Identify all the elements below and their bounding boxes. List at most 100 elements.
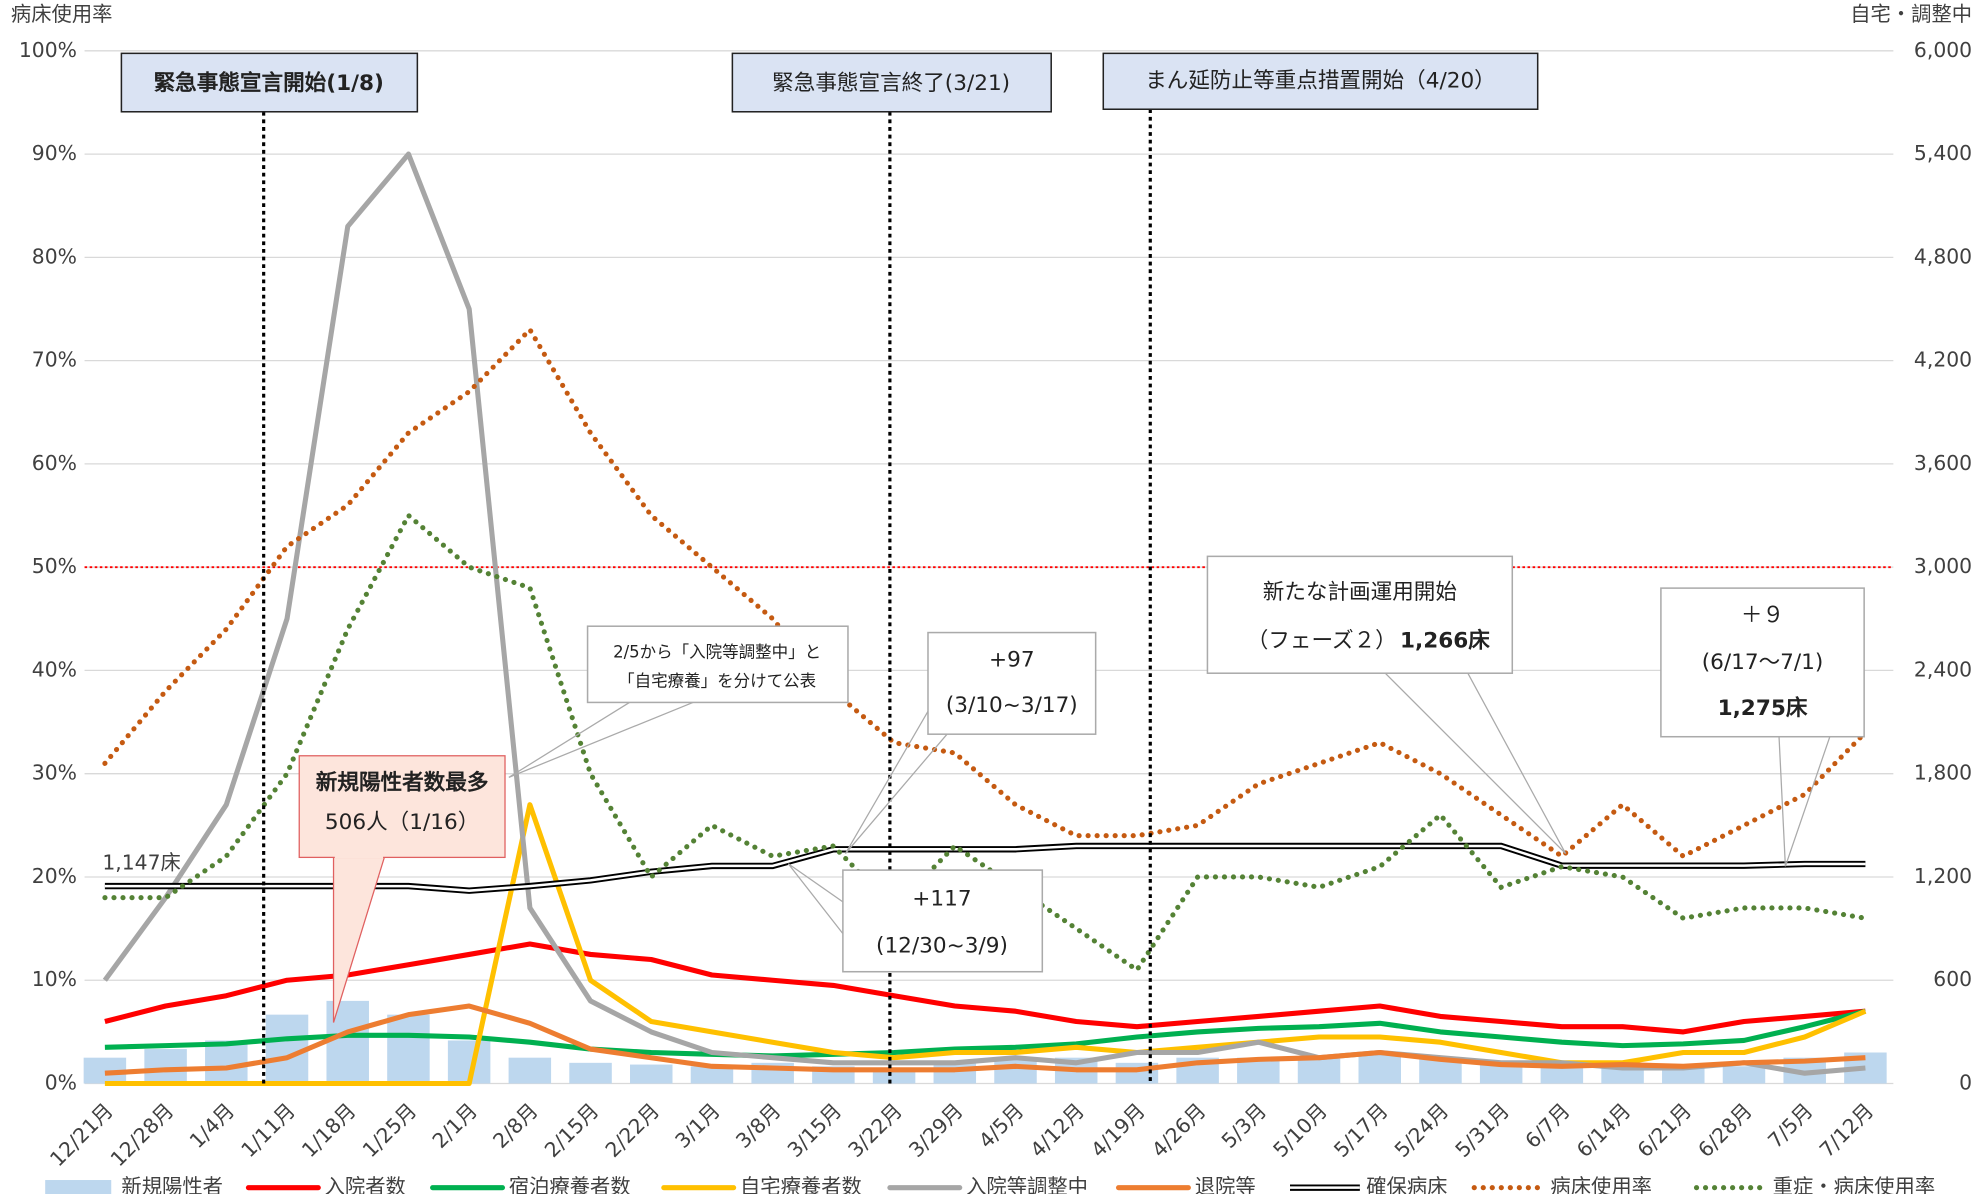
y2-tick-label: 1,800	[1914, 761, 1972, 785]
x-tick-label: 2/1月	[428, 1098, 482, 1152]
x-tick-label: 4/26月	[1147, 1098, 1211, 1162]
x-tick-label: 3/1月	[670, 1098, 724, 1152]
annotations: 病床使用率 自宅・調整中 緊急事態宣言開始(1/8) 緊急事態宣言終了(3/21…	[11, 2, 1972, 1084]
y2-tick-label: 6,000	[1914, 38, 1972, 62]
y-tick-label: 0%	[45, 1070, 77, 1094]
bar	[1601, 1066, 1644, 1084]
callout-box	[586, 625, 849, 704]
y2-tick-label: 4,200	[1914, 348, 1972, 372]
x-tick-label: 6/21月	[1633, 1098, 1697, 1162]
legend-label: 自宅療養者数	[740, 1175, 862, 1194]
x-tick-label: 3/8月	[731, 1098, 785, 1152]
callout-text: 新規陽性者数最多	[316, 770, 489, 796]
callout-text: (3/10~3/17)	[946, 693, 1078, 718]
callout-text: ＋９	[1741, 603, 1784, 628]
callout-box	[298, 755, 506, 859]
y-tick-label: 40%	[32, 657, 77, 681]
x-tick-label: 5/10月	[1268, 1098, 1332, 1162]
callout-pointer	[787, 863, 844, 934]
x-tick-label: 7/12月	[1815, 1098, 1879, 1162]
bar	[1479, 1062, 1523, 1084]
bar	[569, 1062, 612, 1084]
legend-label: 重症・病床使用率	[1773, 1175, 1936, 1194]
x-tick-label: 4/12月	[1025, 1098, 1089, 1162]
x-tick-label: 5/17月	[1329, 1098, 1393, 1162]
bar	[1662, 1068, 1705, 1084]
callout-text: (6/17～7/1)	[1702, 650, 1824, 675]
y2-tick-label: 5,400	[1914, 141, 1972, 165]
callout-text: 2/5から「入院等調整中」と	[613, 642, 821, 661]
bar	[933, 1062, 977, 1084]
line-inner	[104, 844, 1866, 892]
y-tick-label: 80%	[32, 244, 77, 268]
y-tick-label: 60%	[32, 451, 77, 475]
x-tick-label: 4/19月	[1086, 1098, 1150, 1162]
x-tick-label: 2/15月	[540, 1098, 604, 1162]
y-tick-label: 90%	[32, 141, 77, 165]
bar	[1540, 1066, 1584, 1084]
callout-box	[1660, 587, 1865, 738]
x-tick-label: 1/18月	[297, 1098, 361, 1162]
y-tick-label: 20%	[32, 864, 77, 888]
x-tick-label: 1/4月	[185, 1098, 239, 1152]
legend-label: 新規陽性者	[121, 1175, 223, 1194]
callout-text: 新たな計画運用開始	[1263, 580, 1457, 605]
x-tick-label: 1/25月	[358, 1098, 422, 1162]
beds-label: 1,147床	[102, 851, 180, 875]
y-tick-label: 100%	[19, 38, 77, 62]
x-tick-label: 6/14月	[1572, 1098, 1636, 1162]
line	[102, 511, 1868, 974]
bar	[1722, 1066, 1766, 1084]
callout-text: (12/30~3/9)	[876, 933, 1008, 958]
callout-pointer	[844, 711, 948, 854]
callout-pointer	[332, 856, 386, 1023]
callout-box	[842, 869, 1044, 973]
event-box	[731, 52, 1052, 113]
x-tick-label: 3/29月	[904, 1098, 968, 1162]
event-label: 緊急事態宣言開始(1/8)	[154, 70, 384, 96]
legend-label: 入院等調整中	[966, 1175, 1088, 1194]
legend-label: 宿泊療養者数	[509, 1175, 631, 1194]
callout-box	[927, 631, 1097, 735]
x-tick-label: 4/5月	[974, 1098, 1028, 1152]
y2-axis-label: 自宅・調整中	[1850, 2, 1972, 26]
legend-label: 病床使用率	[1550, 1175, 1652, 1194]
callout-pointer	[1384, 672, 1567, 855]
bar	[1358, 1054, 1401, 1084]
x-tick-label: 3/15月	[783, 1098, 847, 1162]
event-box	[1102, 52, 1539, 111]
bar	[326, 1000, 369, 1084]
x-tick-label: 3/22月	[843, 1098, 907, 1162]
bar	[205, 1040, 248, 1084]
legend-swatch	[45, 1180, 112, 1194]
legend-label: 入院者数	[325, 1175, 406, 1194]
event-label: まん延防止等重点措置開始（4/20）	[1145, 68, 1496, 93]
event-label: 緊急事態宣言終了(3/21)	[772, 71, 1010, 96]
bar	[630, 1064, 673, 1084]
line	[104, 1008, 1867, 1059]
line	[104, 1003, 1866, 1076]
x-tick-label: 12/21月	[45, 1098, 118, 1171]
y2-tick-label: 2,400	[1914, 657, 1972, 681]
bar	[508, 1057, 552, 1084]
y2-tick-label: 1,200	[1914, 864, 1972, 888]
y2-tick-label: 600	[1933, 967, 1972, 991]
callout-text: 「自宅療養」を分けて公表	[618, 672, 816, 691]
x-tick-label: 7/5月	[1763, 1098, 1817, 1152]
y2-tick-label: 4,800	[1914, 244, 1972, 268]
x-tick-label: 6/28月	[1693, 1098, 1757, 1162]
y2-tick-label: 0	[1959, 1070, 1972, 1094]
x-tick-label: 2/8月	[488, 1098, 542, 1152]
callout-pointer	[508, 701, 694, 778]
x-tick-label: 5/31月	[1450, 1098, 1514, 1162]
callout-text: +97	[989, 648, 1035, 673]
bar	[994, 1057, 1037, 1084]
bar	[144, 1049, 187, 1084]
y-tick-label: 70%	[32, 348, 77, 372]
legend-label: 退院等	[1195, 1175, 1256, 1194]
x-tick-label: 6/7月	[1520, 1098, 1574, 1152]
callout-text: （フェーズ２）	[1247, 628, 1397, 653]
event-box	[120, 52, 419, 113]
legend: 新規陽性者 入院者数 宿泊療養者数 自宅療養者数 入院等調整中 退院等 確保病床 病床使用率 重…	[45, 1175, 1935, 1194]
